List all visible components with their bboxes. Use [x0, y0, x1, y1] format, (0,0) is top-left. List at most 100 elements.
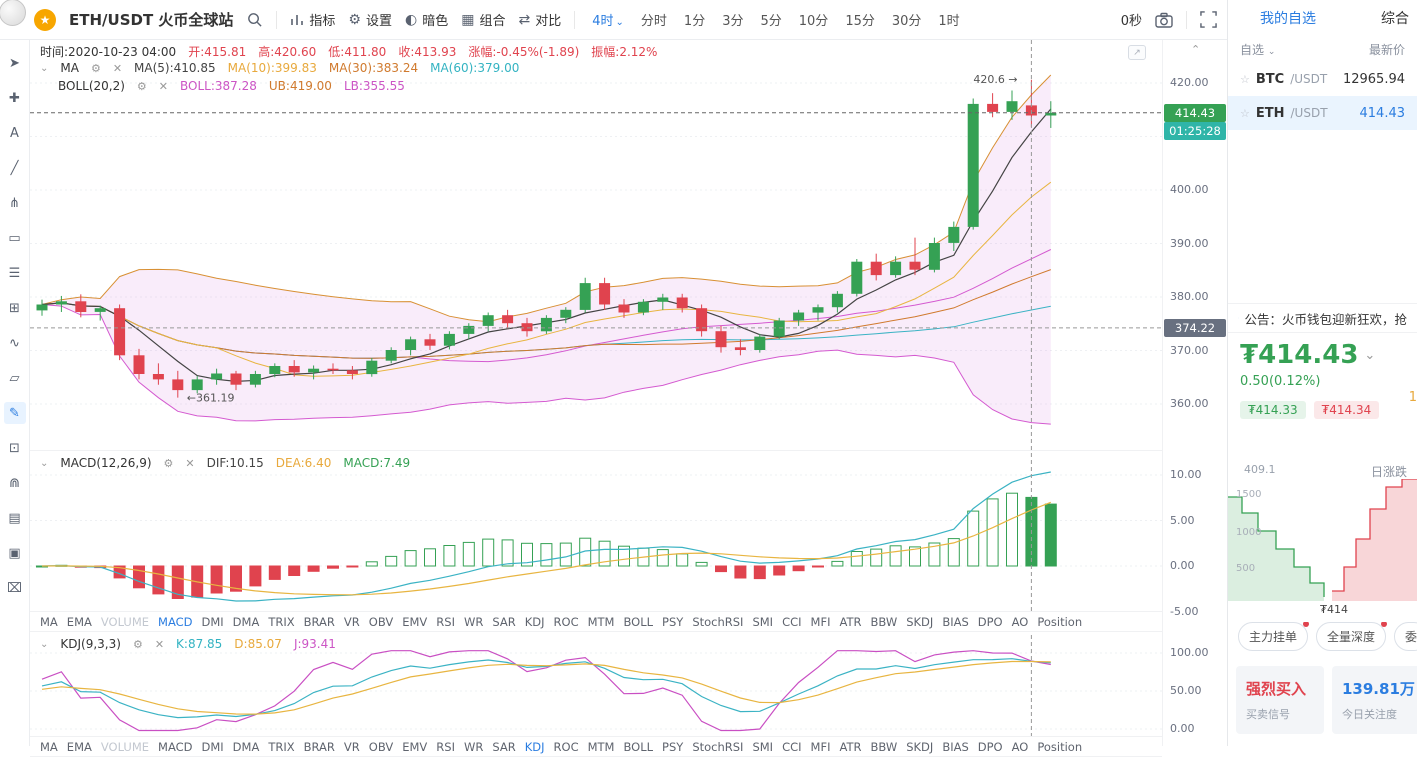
indicator-tab-sar[interactable]: SAR — [492, 615, 515, 629]
timeframe-1时[interactable]: 1时 — [938, 10, 959, 29]
text-tool-icon[interactable]: A — [4, 122, 26, 144]
notebook-icon[interactable]: ▤ — [4, 507, 26, 529]
search-icon[interactable] — [246, 11, 263, 28]
timeframe-4时[interactable]: 4时⌄ — [592, 10, 624, 29]
watchlist-row-btc[interactable]: ☆ BTC /USDT 12965.94 — [1228, 62, 1417, 96]
indicator-tab-mtm[interactable]: MTM — [588, 740, 615, 754]
indicator-tab-ma[interactable]: MA — [40, 740, 58, 754]
timeframe-5分[interactable]: 5分 — [760, 10, 781, 29]
indicator-tab-bbw[interactable]: BBW — [870, 740, 897, 754]
lock-tool-icon[interactable]: ⊡ — [4, 437, 26, 459]
magnet-tool-icon[interactable]: ⋒ — [4, 472, 26, 494]
kdj-close-icon[interactable]: ✕ — [155, 638, 164, 651]
pointer-icon[interactable]: ➤ — [4, 52, 26, 74]
indicator-tab-dma[interactable]: DMA — [233, 615, 260, 629]
indicator-tab-ao[interactable]: AO — [1012, 740, 1029, 754]
chevron-down-icon[interactable]: ⌄ — [40, 639, 48, 650]
indicator-tab-dmi[interactable]: DMI — [202, 615, 224, 629]
boll-settings-icon[interactable]: ⚙ — [137, 80, 147, 93]
indicator-tab-ema[interactable]: EMA — [67, 615, 92, 629]
indicator-tab-macd[interactable]: MACD — [158, 740, 192, 754]
indicator-tab-skdj[interactable]: SKDJ — [906, 615, 933, 629]
compare-button[interactable]: ⇄ 对比 — [518, 10, 561, 29]
indicator-tab-dpo[interactable]: DPO — [978, 615, 1003, 629]
indicator-tab-volume[interactable]: VOLUME — [101, 740, 149, 754]
indicator-tab-wr[interactable]: WR — [464, 740, 483, 754]
indicator-tab-mfi[interactable]: MFI — [811, 615, 831, 629]
ma-close-icon[interactable]: ✕ — [113, 62, 122, 75]
pane-restore-icon[interactable]: ↗ — [1128, 45, 1146, 60]
indicator-tab-smi[interactable]: SMI — [752, 615, 773, 629]
indicator-tab-psy[interactable]: PSY — [662, 615, 683, 629]
indicator-tab-mtm[interactable]: MTM — [588, 615, 615, 629]
indicator-tab-obv[interactable]: OBV — [369, 740, 393, 754]
indicator-tab-mfi[interactable]: MFI — [811, 740, 831, 754]
announcement-bar[interactable]: 公告：火币钱包迎新狂欢，抢 — [1228, 303, 1417, 333]
indicator-tab-smi[interactable]: SMI — [752, 740, 773, 754]
indicator-tab-trix[interactable]: TRIX — [268, 740, 294, 754]
timeframe-30分[interactable]: 30分 — [892, 10, 922, 29]
edit-note-icon[interactable]: ▣ — [4, 542, 26, 564]
rectangle-tool-icon[interactable]: ▭ — [4, 227, 26, 249]
indicator-tab-vr[interactable]: VR — [344, 740, 360, 754]
main-orders-button[interactable]: 主力挂单 — [1238, 622, 1308, 651]
wave-tool-icon[interactable]: ∿ — [4, 332, 26, 354]
indicator-tab-obv[interactable]: OBV — [369, 615, 393, 629]
price-axis[interactable]: 420.00410.00400.00390.00380.00370.00360.… — [1162, 40, 1227, 746]
timeframe-10分[interactable]: 10分 — [799, 10, 829, 29]
pitchfork-icon[interactable]: ⋔ — [4, 192, 26, 214]
indicator-tab-ao[interactable]: AO — [1012, 615, 1029, 629]
measure-tool-icon[interactable]: ▱ — [4, 367, 26, 389]
chevron-down-icon[interactable]: ⌄ — [40, 458, 48, 469]
indicator-tab-stochrsi[interactable]: StochRSI — [692, 740, 743, 754]
indicator-tab-boll[interactable]: BOLL — [623, 615, 653, 629]
indicator-tab-kdj[interactable]: KDJ — [525, 615, 545, 629]
watchlist-row-eth[interactable]: ☆ ETH /USDT 414.43 — [1228, 96, 1417, 130]
refresh-interval[interactable]: 0秒 — [1121, 10, 1142, 29]
timeframe-3分[interactable]: 3分 — [722, 10, 743, 29]
indicator-tab-boll[interactable]: BOLL — [623, 740, 653, 754]
indicator-tab-atr[interactable]: ATR — [839, 615, 861, 629]
trendline-icon[interactable]: ╱ — [4, 157, 26, 179]
collapse-pane-icon[interactable]: ⌃ — [1191, 43, 1200, 56]
indicator-tab-stochrsi[interactable]: StochRSI — [692, 615, 743, 629]
tab-composite[interactable]: 综合 — [1381, 8, 1409, 28]
crosshair-icon[interactable]: ✚ — [4, 87, 26, 109]
indicator-tab-volume[interactable]: VOLUME — [101, 615, 149, 629]
indicator-tab-cci[interactable]: CCI — [782, 615, 801, 629]
brush-tool-icon[interactable]: ✎ — [4, 402, 26, 424]
full-depth-button[interactable]: 全量深度 — [1316, 622, 1386, 651]
fullscreen-icon[interactable] — [1200, 11, 1217, 28]
indicator-tab-wr[interactable]: WR — [464, 615, 483, 629]
indicator-tab-bbw[interactable]: BBW — [870, 615, 897, 629]
indicator-tab-atr[interactable]: ATR — [839, 740, 861, 754]
macd-close-icon[interactable]: ✕ — [185, 457, 194, 470]
last-price-display[interactable]: ₮414.43 ⌄ — [1240, 340, 1417, 370]
indicator-tab-bias[interactable]: BIAS — [942, 615, 968, 629]
camera-icon[interactable] — [1155, 12, 1173, 28]
indicator-tab-rsi[interactable]: RSI — [436, 740, 455, 754]
attention-card[interactable]: 139.81万 今日关注度 — [1332, 666, 1417, 734]
indicator-tool-button[interactable]: 指标 — [290, 10, 335, 29]
indicator-tab-macd[interactable]: MACD — [158, 615, 192, 629]
grid-tool-icon[interactable]: ⊞ — [4, 297, 26, 319]
indicator-tab-dmi[interactable]: DMI — [202, 740, 224, 754]
indicator-tab-skdj[interactable]: SKDJ — [906, 740, 933, 754]
watchlist-filter-dropdown[interactable]: 自选 ⌄ — [1240, 41, 1275, 58]
indicator-tab-ema[interactable]: EMA — [67, 740, 92, 754]
kdj-settings-icon[interactable]: ⚙ — [133, 638, 143, 651]
column-latest-price[interactable]: 最新价 — [1369, 41, 1405, 58]
favorite-star-button[interactable]: ★ — [34, 9, 56, 31]
indicator-tab-dpo[interactable]: DPO — [978, 740, 1003, 754]
favorite-icon[interactable]: ☆ — [1240, 73, 1250, 86]
indicator-tab-emv[interactable]: EMV — [402, 740, 427, 754]
indicator-tab-psy[interactable]: PSY — [662, 740, 683, 754]
indicator-tab-trix[interactable]: TRIX — [268, 615, 294, 629]
indicator-tab-bias[interactable]: BIAS — [942, 740, 968, 754]
timeframe-1分[interactable]: 1分 — [684, 10, 705, 29]
indicator-tab-rsi[interactable]: RSI — [436, 615, 455, 629]
macd-settings-icon[interactable]: ⚙ — [164, 457, 174, 470]
indicator-tab-cci[interactable]: CCI — [782, 740, 801, 754]
indicator-tab-brar[interactable]: BRAR — [304, 740, 335, 754]
boll-close-icon[interactable]: ✕ — [159, 80, 168, 93]
